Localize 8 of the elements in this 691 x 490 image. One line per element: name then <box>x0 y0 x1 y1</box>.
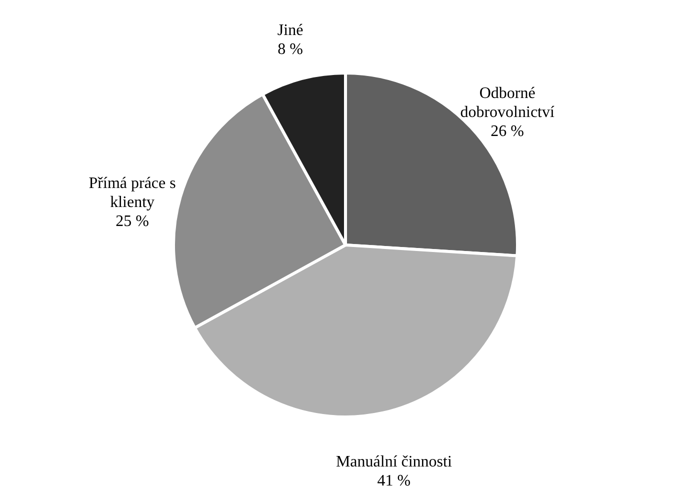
data-label: 41 % <box>377 472 411 490</box>
slice-label: Přímá práce s klienty <box>88 175 176 212</box>
data-label: 8 % <box>278 40 303 58</box>
slice-label: Manuální činnosti <box>336 454 452 471</box>
data-label: 25 % <box>116 213 149 230</box>
slice-label: Odborné dobrovolnictví <box>460 85 555 122</box>
data-label: 26 % <box>490 123 524 140</box>
slice-label: Jiné <box>277 22 304 39</box>
